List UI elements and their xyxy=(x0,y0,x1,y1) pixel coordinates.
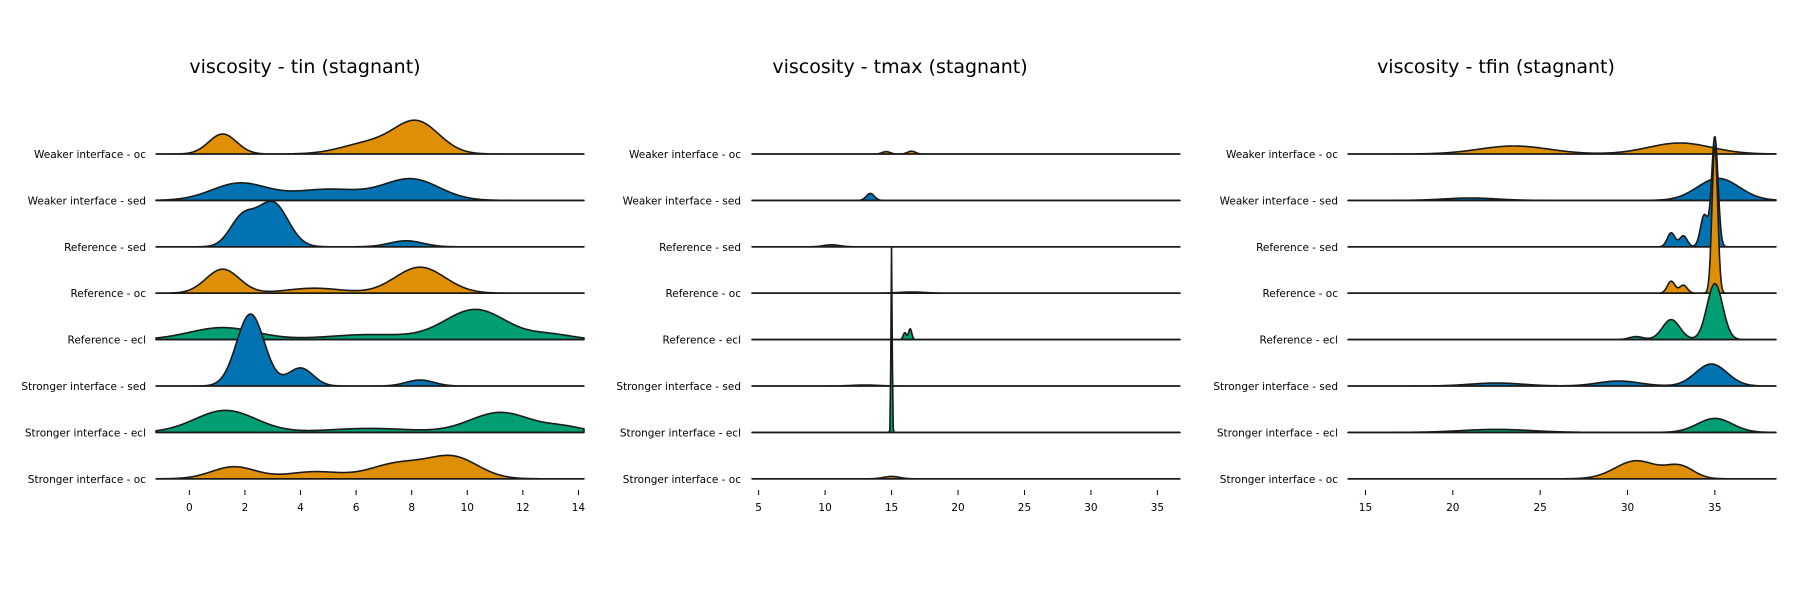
row-label: Reference - oc xyxy=(665,288,741,300)
ridgeline-panel-2: viscosity - tmax (stagnant) Weaker interf… xyxy=(616,56,1181,514)
row-label: Reference - ecl xyxy=(1260,335,1339,347)
ridge-ecl xyxy=(155,409,585,434)
x-tick-label: 10 xyxy=(461,502,474,514)
row-label: Reference - ecl xyxy=(68,335,147,347)
row-label: Stronger interface - ecl xyxy=(620,427,741,439)
x-tick-label: 5 xyxy=(755,502,762,514)
row-label: Reference - sed xyxy=(1256,242,1338,254)
row-label: Reference - sed xyxy=(659,242,741,254)
row-label: Reference - oc xyxy=(1262,288,1338,300)
x-tick-label: 2 xyxy=(242,502,249,514)
row-label: Stronger interface - oc xyxy=(623,474,741,486)
ridge-oc xyxy=(155,454,585,480)
ridge-ecl xyxy=(155,308,585,341)
panel-title: viscosity - tin (stagnant) xyxy=(189,56,420,78)
x-tick-label: 8 xyxy=(408,502,415,514)
x-tick-label: 20 xyxy=(951,502,964,514)
row-label: Reference - oc xyxy=(70,288,146,300)
ridgeline-panel-1: viscosity - tin (stagnant) Weaker interfa… xyxy=(21,56,585,514)
x-tick-label: 6 xyxy=(353,502,360,514)
row-label: Stronger interface - ecl xyxy=(1217,427,1338,439)
x-tick-label: 30 xyxy=(1084,502,1097,514)
row-label: Stronger interface - sed xyxy=(21,381,146,393)
x-tick-label: 14 xyxy=(572,502,586,514)
x-tick-label: 20 xyxy=(1446,502,1459,514)
row-label: Weaker interface - sed xyxy=(1220,195,1338,207)
row-label: Reference - sed xyxy=(64,242,146,254)
row-label: Weaker interface - oc xyxy=(629,149,741,161)
x-tick-label: 30 xyxy=(1621,502,1634,514)
row-label: Stronger interface - sed xyxy=(616,381,741,393)
x-tick-label: 0 xyxy=(186,502,193,514)
ridgeline-panel-3: viscosity - tfin (stagnant) Weaker interf… xyxy=(1213,56,1777,514)
row-label: Stronger interface - oc xyxy=(28,474,146,486)
x-tick-label: 10 xyxy=(818,502,831,514)
row-label: Weaker interface - oc xyxy=(1226,149,1338,161)
row-label: Reference - ecl xyxy=(663,335,742,347)
x-tick-label: 35 xyxy=(1151,502,1164,514)
row-label: Stronger interface - sed xyxy=(1213,381,1338,393)
row-label: Stronger interface - ecl xyxy=(25,427,146,439)
row-label: Weaker interface - sed xyxy=(28,195,146,207)
x-tick-label: 25 xyxy=(1533,502,1546,514)
panel-title: viscosity - tmax (stagnant) xyxy=(772,56,1027,78)
x-tick-label: 25 xyxy=(1018,502,1031,514)
x-tick-label: 12 xyxy=(516,502,529,514)
row-label: Stronger interface - oc xyxy=(1220,474,1338,486)
panel-title: viscosity - tfin (stagnant) xyxy=(1377,56,1615,78)
x-tick-label: 15 xyxy=(1359,502,1372,514)
row-label: Weaker interface - sed xyxy=(623,195,741,207)
x-tick-label: 35 xyxy=(1708,502,1721,514)
x-tick-label: 4 xyxy=(297,502,304,514)
x-tick-label: 15 xyxy=(885,502,898,514)
row-label: Weaker interface - oc xyxy=(34,149,146,161)
